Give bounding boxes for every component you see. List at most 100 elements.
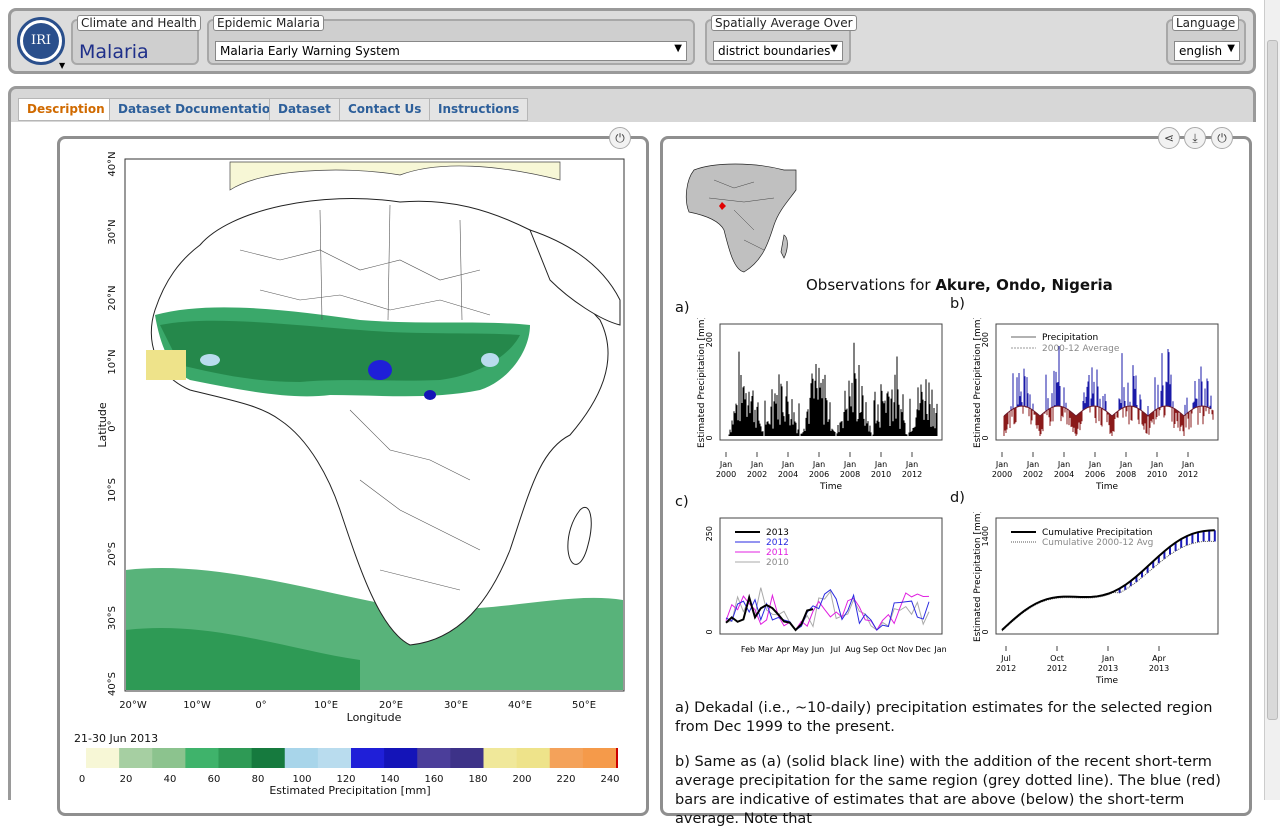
colorbar-swatch (86, 748, 120, 768)
lon-tick: 50°E (572, 700, 596, 711)
tab-description[interactable]: Description (18, 98, 114, 121)
x-tick-month: Jan (1181, 460, 1194, 469)
climate-health-label: Climate and Health (77, 15, 201, 31)
arabia-outline (529, 229, 621, 326)
locator-borders (708, 179, 775, 251)
season-line (725, 593, 814, 632)
legend-c-2010: 2010 (766, 558, 789, 568)
chart-c-y0: 0 (705, 629, 714, 634)
colorbar (86, 748, 618, 768)
x-tick-month: Jan (874, 460, 887, 469)
chart-d-y0: 0 (981, 629, 990, 634)
x-tick-year: 2006 (1085, 470, 1105, 479)
chart-d-y1400: 1400 (981, 526, 990, 546)
x-tick-year: 2008 (1116, 470, 1136, 479)
chevron-down-icon: ▼ (674, 43, 682, 54)
colorbar-swatch (450, 748, 484, 768)
x-tick-month: Dec (915, 645, 930, 654)
madagascar-outline (567, 507, 592, 565)
lat-tick: 10°S (107, 478, 118, 502)
description-para-a: a) Dekadal (i.e., ~10-daily) precipitati… (675, 700, 1213, 735)
tab-contact-us[interactable]: Contact Us (339, 98, 431, 121)
tab-instructions[interactable]: Instructions (429, 98, 529, 121)
chart-a-xlabel: Time (819, 482, 842, 492)
heavy-rain-cell (368, 360, 392, 380)
download-icon[interactable]: ⤓ (1184, 127, 1206, 149)
colorbar-swatch (251, 748, 286, 768)
power-icon[interactable]: ⏻ (609, 127, 631, 149)
climate-health-value[interactable]: Malaria (79, 41, 149, 63)
chart-a-y0: 0 (705, 435, 714, 440)
tab-dataset[interactable]: Dataset (269, 98, 340, 121)
x-tick-month: Apr (776, 645, 791, 654)
scrollbar-thumb[interactable] (1267, 40, 1278, 720)
x-tick-month: Jan (812, 460, 825, 469)
share-icon[interactable]: ⋖ (1158, 127, 1180, 149)
language-select-value: english (1179, 44, 1223, 58)
x-tick-month: Jan (1119, 460, 1132, 469)
logo-text: IRI (23, 23, 59, 59)
chart-d-frame (995, 517, 1219, 635)
map-date: 21-30 Jun 2013 (74, 732, 158, 745)
legend-c-2011: 2011 (766, 548, 789, 558)
x-tick-year: 2012 (1178, 470, 1198, 479)
selected-region-marker (719, 202, 726, 210)
logo-menu-caret-icon[interactable]: ▼ (59, 61, 66, 70)
x-tick-year: 2012 (1047, 664, 1067, 673)
colorbar-tick: 80 (252, 774, 265, 785)
x-tick-year: 2000 (716, 470, 736, 479)
colorbar-swatch (549, 748, 584, 768)
colorbar-tick: 240 (600, 774, 619, 785)
panel-label-c: c) (675, 494, 689, 510)
colorbar-tick: 100 (292, 774, 311, 785)
chart-b-y200: 200 (981, 332, 990, 347)
chart-c-seasonal-comparison: 2013 2012 2011 2010 250 0 Feb Mar Apr May Ju… (705, 517, 947, 654)
iri-logo[interactable]: IRI (17, 17, 65, 65)
chevron-down-icon: ▼ (830, 43, 838, 54)
map-ylabel: Latitude (96, 402, 109, 448)
tab-dataset-documentation[interactable]: Dataset Documentation (109, 98, 288, 121)
x-tick-month: Jul (1000, 654, 1011, 663)
x-tick-month: Oct (881, 645, 895, 654)
x-tick-year: 2013 (1098, 664, 1118, 673)
colorbar-swatch (119, 748, 153, 768)
epidemic-malaria-label: Epidemic Malaria (213, 15, 324, 31)
chart-a-y200: 200 (705, 332, 714, 347)
spatial-average-label: Spatially Average Over (711, 15, 857, 31)
legend-c-2013: 2013 (766, 528, 789, 538)
x-tick-month: Jan (995, 460, 1008, 469)
observations-title-prefix: Observations for (806, 276, 936, 294)
epidemic-malaria-select[interactable]: Malaria Early Warning System ▼ (215, 41, 687, 61)
lon-tick: 10°W (183, 700, 211, 711)
panel-label-a: a) (675, 300, 690, 316)
chart-c-xticks: Feb Mar Apr May Jun Jul Aug Sep Oct Nov Dec Jan (741, 645, 947, 654)
x-tick-month: Jan (1150, 460, 1163, 469)
x-tick-month: Jan (905, 460, 918, 469)
epidemic-malaria-group: Epidemic Malaria Malaria Early Warning S… (207, 15, 695, 65)
power-icon[interactable]: ⏻ (1211, 127, 1233, 149)
x-tick-year: 2006 (809, 470, 829, 479)
observations-place: Akure, Ondo, Nigeria (935, 276, 1113, 294)
chart-b-precip-vs-average: Precipitation 2000-12 Average 200 0 Esti… (973, 318, 1219, 492)
lat-tick: 30°S (107, 606, 118, 630)
epidemic-malaria-select-value: Malaria Early Warning System (220, 44, 400, 58)
rain-cell (200, 354, 220, 366)
colorbar-tick: 220 (556, 774, 575, 785)
chart-d-xlabel: Time (1095, 676, 1118, 686)
spatial-average-select[interactable]: district boundaries ▼ (713, 41, 843, 61)
spatial-average-select-value: district boundaries (718, 44, 831, 58)
page-scrollbar[interactable] (1264, 0, 1280, 800)
legend-b-avg: 2000-12 Average (1042, 344, 1120, 354)
observations-title: Observations for Akure, Ondo, Nigeria (806, 276, 1113, 295)
colorbar-swatch (582, 748, 617, 768)
precipitation-map[interactable]: 40°N 30°N 20°N 10°N 0° 10°S 20°S 30°S 40… (60, 150, 646, 800)
coastal-precip-patch (146, 350, 186, 380)
chart-b-xticks: Jan2000Jan2002Jan2004Jan2006Jan2008Jan20… (992, 452, 1198, 479)
language-select[interactable]: english ▼ (1174, 41, 1240, 61)
chart-a-xticks: Jan2000Jan2002Jan2004Jan2006Jan2008Jan20… (716, 452, 922, 479)
colorbar-swatch (351, 748, 385, 768)
x-tick-month: Feb (741, 645, 755, 654)
x-tick-month: Jul (830, 645, 841, 654)
colorbar-end-marker (616, 748, 618, 768)
x-tick-month: Mar (758, 645, 774, 654)
